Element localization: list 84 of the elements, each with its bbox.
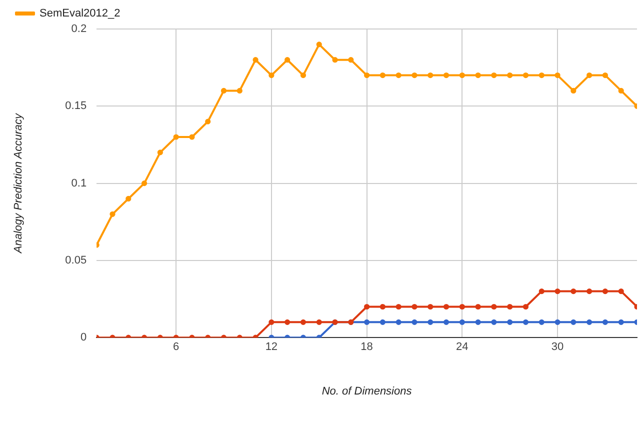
point	[364, 72, 370, 78]
y-axis-title: Analogy Prediction Accuracy	[12, 112, 25, 254]
point	[522, 319, 529, 325]
point	[364, 319, 370, 325]
point	[491, 72, 497, 78]
point	[570, 319, 576, 325]
point	[443, 319, 450, 325]
point	[538, 72, 544, 78]
point	[428, 304, 434, 310]
point	[157, 150, 163, 156]
point	[602, 288, 608, 294]
y-tick-label: 0.2	[71, 23, 87, 36]
point	[220, 88, 227, 94]
point	[364, 304, 370, 310]
point	[348, 57, 354, 63]
point	[380, 304, 386, 310]
point	[396, 72, 402, 78]
y-tick-label: 0	[80, 332, 87, 344]
point	[173, 134, 179, 140]
point	[380, 319, 386, 325]
point	[126, 196, 132, 202]
point	[300, 319, 306, 325]
point	[554, 319, 560, 325]
point	[475, 72, 481, 78]
point	[396, 304, 402, 310]
x-axis-title: No. of Dimensions	[322, 385, 412, 398]
point	[443, 72, 450, 78]
point	[618, 88, 624, 94]
point	[332, 57, 338, 63]
point	[459, 304, 465, 310]
point	[570, 288, 576, 294]
point	[396, 319, 402, 325]
y-tick-label: 0.1	[71, 177, 87, 190]
point	[507, 72, 513, 78]
y-tick-label: 0.05	[65, 254, 87, 266]
point	[380, 72, 386, 78]
point	[252, 57, 258, 63]
x-tick-label: 24	[456, 341, 468, 354]
point	[300, 72, 306, 78]
legend-label: SemEval2012_2	[40, 8, 120, 20]
point	[189, 134, 195, 140]
point	[507, 304, 513, 310]
point	[428, 319, 434, 325]
point	[538, 319, 544, 325]
point	[538, 288, 544, 294]
point	[618, 319, 624, 325]
point	[491, 319, 497, 325]
x-tick-label: 18	[360, 341, 373, 354]
point	[412, 72, 418, 78]
x-tick-label: 6	[173, 341, 180, 354]
point	[618, 288, 624, 294]
point	[428, 72, 434, 78]
point	[236, 88, 242, 94]
point	[459, 72, 465, 78]
point	[284, 319, 290, 325]
x-tick-label: 12	[265, 341, 278, 354]
point	[284, 57, 290, 63]
point	[141, 180, 148, 186]
point	[412, 319, 418, 325]
point	[268, 319, 274, 325]
point	[412, 304, 418, 310]
x-tick-label: 30	[551, 341, 564, 354]
point	[459, 319, 465, 325]
point	[475, 319, 481, 325]
point	[475, 304, 481, 310]
point	[586, 319, 592, 325]
point	[586, 288, 592, 294]
point	[316, 42, 322, 48]
point	[522, 72, 529, 78]
point	[268, 72, 274, 78]
point	[522, 304, 529, 310]
point	[570, 88, 576, 94]
y-tick-label: 0.15	[65, 100, 87, 112]
point	[602, 72, 608, 78]
point	[586, 72, 592, 78]
point	[205, 118, 211, 124]
point	[110, 211, 116, 217]
point	[507, 319, 513, 325]
point	[316, 319, 322, 325]
point	[602, 319, 608, 325]
point	[491, 304, 497, 310]
point	[443, 304, 450, 310]
point	[554, 72, 560, 78]
point	[554, 288, 560, 294]
